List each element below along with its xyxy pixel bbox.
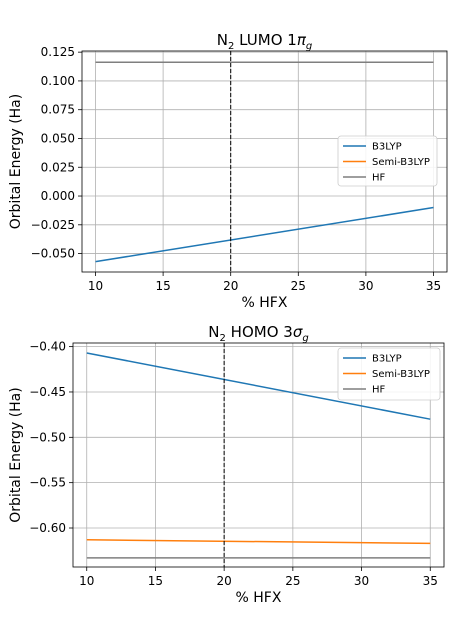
- x-tick-label: 35: [423, 574, 438, 588]
- x-tick-label: 35: [426, 279, 441, 293]
- legend-label-hf: HF: [372, 173, 386, 184]
- x-axis-label: % HFX: [242, 295, 288, 311]
- y-tick-label: 0.125: [41, 45, 75, 59]
- legend-box: [337, 135, 438, 187]
- y-tick-label: −0.40: [29, 340, 66, 354]
- y-tick-label: 0.100: [41, 74, 75, 88]
- y-tick-label: −0.45: [29, 385, 66, 399]
- x-tick-label: 10: [88, 279, 103, 293]
- y-tick-label: −0.50: [29, 430, 66, 444]
- x-tick-label: 15: [155, 279, 170, 293]
- series-line-b3lyp: [86, 352, 431, 420]
- x-tick-label: 15: [148, 574, 163, 588]
- series-line-b3lyp: [95, 206, 434, 263]
- y-tick-label: 0.075: [41, 103, 75, 117]
- legend-label-semi-b3lyp: Semi-B3LYP: [372, 157, 430, 168]
- chart-2: 10 15 20 25 30 35 −0.60 −0.55 −0.50 −0.45 −0.40 % H…: [8, 323, 445, 606]
- y-tick-label: 0.000: [41, 189, 75, 203]
- legend-label-hf: HF: [372, 385, 386, 396]
- y-tick-label: 0.025: [41, 160, 75, 174]
- y-tick-label: −0.60: [29, 521, 66, 535]
- legend-box: [337, 347, 441, 401]
- y-tick-label: −0.050: [31, 247, 75, 261]
- y-tick-label: −0.025: [31, 218, 75, 232]
- axes-frame: [81, 50, 448, 273]
- x-tick-label: 20: [223, 279, 238, 293]
- x-tick-label: 30: [358, 279, 373, 293]
- chart-title: N2 HOMO 3σg: [208, 323, 308, 344]
- y-axis-label: Orbital Energy (Ha): [8, 387, 24, 522]
- legend-label-b3lyp: B3LYP: [372, 354, 402, 365]
- chart-title: N2 LUMO 1πg: [217, 31, 312, 52]
- axes-frame: [72, 342, 445, 568]
- legend-label-b3lyp: B3LYP: [372, 142, 402, 153]
- chart-1: 10 15 20 25 30 35 −0.050 −0.025 0.000 0.025 0.050 0…: [8, 31, 448, 311]
- x-tick-label: 30: [354, 574, 369, 588]
- x-tick-label: 25: [285, 574, 300, 588]
- legend: B3LYP Semi-B3LYP HF: [337, 135, 438, 187]
- x-axis-label: % HFX: [236, 590, 282, 606]
- y-axis-label: Orbital Energy (Ha): [8, 94, 24, 229]
- y-tick-label: −0.55: [29, 476, 66, 490]
- series-line-semi-b3lyp: [86, 539, 431, 545]
- x-tick-label: 25: [291, 279, 306, 293]
- legend: B3LYP Semi-B3LYP HF: [337, 347, 441, 401]
- legend-label-semi-b3lyp: Semi-B3LYP: [372, 369, 430, 380]
- y-tick-label: 0.050: [41, 131, 75, 145]
- x-tick-label: 20: [217, 574, 232, 588]
- x-tick-label: 10: [79, 574, 94, 588]
